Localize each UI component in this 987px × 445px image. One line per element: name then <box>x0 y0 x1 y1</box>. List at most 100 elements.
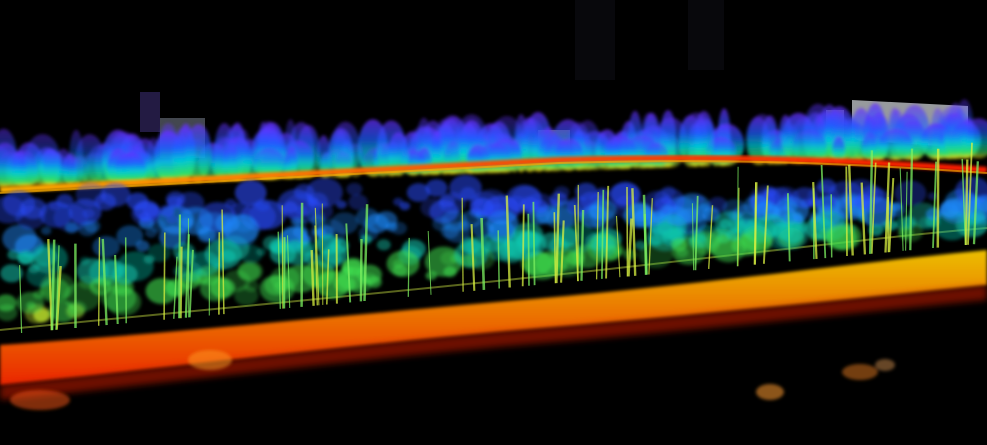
plant-stem <box>560 220 565 283</box>
plant-stem <box>553 212 557 284</box>
plant-stem <box>972 161 979 245</box>
front-plant-cluster <box>406 183 431 202</box>
front-plant-cluster <box>234 180 267 206</box>
front-plant-cluster <box>634 240 647 250</box>
plant-stem <box>286 235 291 309</box>
back-plant-cluster <box>316 135 331 179</box>
plant-stem <box>163 232 166 320</box>
back-plant-cluster <box>67 156 84 186</box>
plant-stem <box>363 204 369 302</box>
front-plant-cluster <box>223 269 251 292</box>
front-plant-cluster <box>432 216 451 232</box>
front-plant-cluster <box>425 179 448 197</box>
plant-stem <box>845 166 848 257</box>
plant-stem <box>601 189 605 279</box>
front-plant-cluster <box>78 221 97 237</box>
plant-stem <box>737 187 740 267</box>
front-plant-cluster <box>239 244 263 264</box>
front-plant-cluster <box>757 214 786 237</box>
back-plant-cluster <box>466 144 490 174</box>
back-plant-cluster <box>236 129 251 181</box>
plant-stem <box>830 194 833 258</box>
front-plant-cluster <box>792 211 803 220</box>
front-plant-cluster <box>116 225 144 247</box>
front-plant-cluster <box>315 234 341 255</box>
front-plant-cluster <box>515 231 547 256</box>
front-ground-strip <box>0 250 987 385</box>
front-plant-cluster <box>131 201 161 226</box>
front-plant-cluster <box>286 241 301 253</box>
plant-stem <box>407 237 410 297</box>
plant-stem <box>573 204 579 282</box>
plant-stem <box>178 214 181 319</box>
front-plant-cluster <box>292 225 309 239</box>
plant-stem <box>870 162 877 254</box>
front-plant-cluster <box>425 271 437 281</box>
front-plant-cluster <box>469 191 500 217</box>
plant-stem <box>615 215 621 278</box>
plant-stem <box>736 166 739 267</box>
plant-stem <box>497 230 500 289</box>
plant-stem <box>964 159 969 246</box>
plant-stem <box>532 201 536 286</box>
front-plant-cluster <box>779 222 806 244</box>
front-plant-cluster <box>195 212 233 242</box>
front-plant-cluster <box>818 228 835 242</box>
plant-stem <box>642 194 648 275</box>
plant-stem <box>869 150 874 254</box>
front-plant-cluster <box>145 228 158 238</box>
back-plant-cluster <box>439 116 468 175</box>
plant-stem <box>314 207 320 306</box>
back-plant-cluster <box>388 132 409 176</box>
plant-stem <box>461 197 464 292</box>
front-plant-cluster <box>166 214 178 224</box>
front-plant-cluster <box>927 192 938 201</box>
front-plant-cluster <box>76 258 109 285</box>
plant-stem <box>786 193 791 262</box>
back-plant-cluster <box>330 121 361 178</box>
front-plant-cluster <box>393 197 404 206</box>
plant-stem <box>300 202 304 307</box>
front-plant-cluster <box>465 236 491 257</box>
plant-stem <box>179 246 183 319</box>
front-plant-cluster <box>230 202 251 219</box>
plant-stem <box>694 195 699 271</box>
front-plant-cluster <box>764 187 776 197</box>
back-plant-cluster <box>745 116 770 165</box>
front-plant-cluster <box>591 237 617 258</box>
plant-stem <box>124 237 127 324</box>
front-plant-cluster <box>783 200 798 212</box>
back-row-path <box>0 155 987 193</box>
plant-stem <box>932 161 937 249</box>
plant-stem <box>173 256 178 319</box>
plant-stem <box>345 223 352 303</box>
back-plant-cluster <box>878 128 914 161</box>
front-plant-cluster <box>147 243 171 263</box>
plant-stem <box>905 171 908 251</box>
back-plant-cluster <box>823 106 856 163</box>
plant-stem <box>527 213 530 286</box>
front-plant-cluster <box>16 291 45 314</box>
back-plant-cluster <box>114 152 146 185</box>
back-plant-cluster <box>862 132 877 162</box>
front-plant-cluster <box>2 224 38 253</box>
plant-stem <box>310 250 315 306</box>
front-plant-cluster <box>112 264 138 285</box>
plant-stem <box>184 234 190 318</box>
back-plant-cluster <box>185 124 212 182</box>
front-plant-cluster <box>17 250 35 265</box>
plant-stem <box>98 237 101 326</box>
front-plant-cluster <box>89 277 112 296</box>
front-plant-cluster <box>420 197 446 218</box>
front-plant-cluster <box>273 281 289 294</box>
front-plant-cluster <box>67 301 87 317</box>
front-plant-cluster <box>294 217 307 228</box>
front-plant-cluster <box>356 264 382 285</box>
front-plant-cluster <box>652 210 665 220</box>
front-plant-cluster <box>48 200 61 211</box>
front-plant-cluster <box>440 251 458 266</box>
plant-stem <box>480 217 486 290</box>
front-plant-cluster <box>188 251 220 277</box>
plant-stem <box>326 249 330 305</box>
